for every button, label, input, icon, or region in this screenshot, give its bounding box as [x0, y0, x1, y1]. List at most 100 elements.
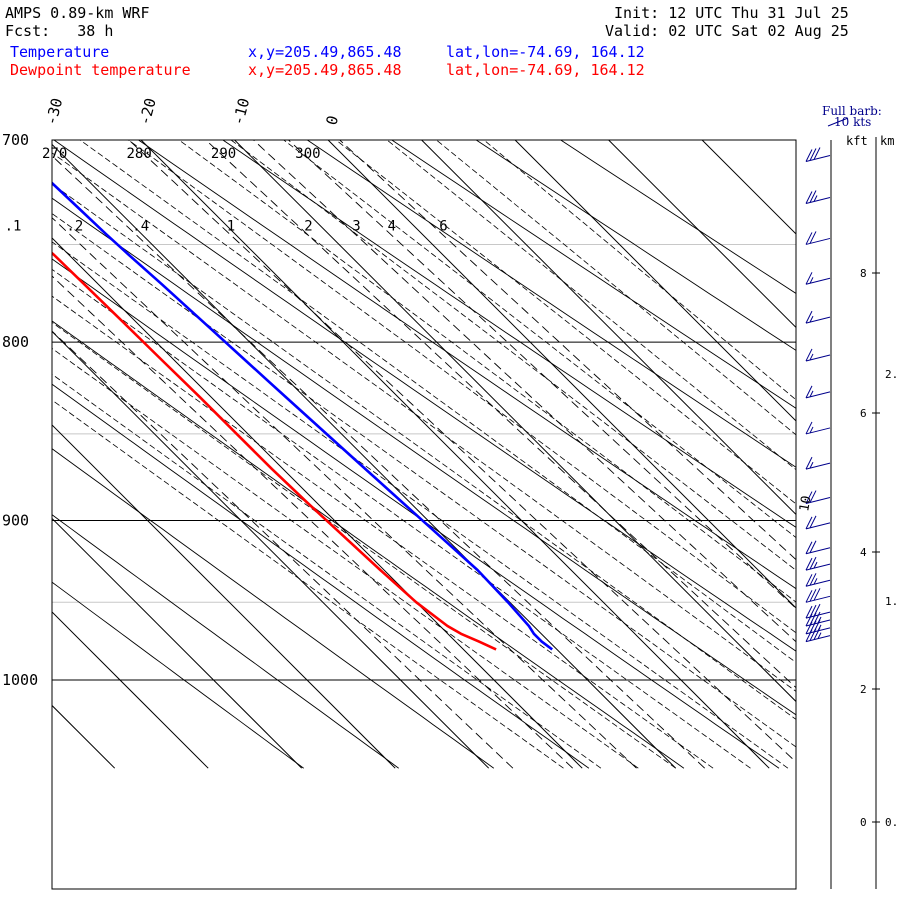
mixing-ratio-label-8: 6 [439, 218, 447, 234]
wind-barb-10 [805, 456, 831, 470]
dry-adiabat-250 [52, 258, 780, 769]
dry-adiabat-260 [52, 197, 796, 716]
mixing-ratio-line-6 [252, 140, 796, 643]
wind-barb-4 [805, 588, 831, 603]
isobar-label-800: 800 [2, 333, 29, 351]
legend-temperature-label: Temperature [10, 43, 110, 61]
wind-barb-7 [805, 540, 831, 555]
moist-adiabat [52, 213, 796, 748]
dry-adiabat-230 [52, 383, 590, 769]
theta-label-8: 300 [295, 146, 320, 162]
isobar-label-700: 700 [2, 131, 29, 149]
mixing-ratio-line-0 [52, 330, 514, 769]
isotherm--50 [52, 330, 490, 769]
kft-units-label: kft [846, 134, 868, 148]
mixing-ratio-line-1 [52, 275, 574, 769]
km-label-1: 1. [885, 595, 898, 608]
fcst-value: 38 h [77, 22, 114, 40]
legend-temperature-xy: x,y=205.49,865.48 [248, 43, 402, 61]
moist-adiabat [435, 140, 796, 436]
isotherm--60 [52, 424, 396, 769]
mixing-ratio-line-7 [287, 140, 796, 609]
valid-label: Valid: [605, 22, 660, 40]
wind-barb-16 [805, 231, 831, 245]
theta-label-7: 290 [211, 146, 236, 162]
moist-adiabat [52, 295, 714, 769]
kft-label-3: 6 [860, 407, 867, 420]
legend-dewpoint-xy: x,y=205.49,865.48 [248, 61, 402, 79]
mixing-ratio-line-5 [205, 140, 796, 689]
init-label: Init: [614, 4, 660, 22]
moist-adiabat [178, 140, 796, 603]
wind-barb-18 [805, 147, 831, 162]
dry-adiabat-330 [559, 140, 796, 294]
barb-legend-line1: Full barb: [822, 104, 882, 118]
plot-frame [51, 139, 797, 890]
wind-barb-6 [805, 556, 831, 571]
isotherm-20 [514, 140, 796, 422]
isotherm-40 [701, 140, 796, 235]
mixing-ratio-line-2 [52, 217, 637, 769]
moist-adiabat [52, 321, 676, 769]
isotherm-label-7: 0 [322, 114, 342, 127]
barb-legend-line2: 10 kts [834, 115, 871, 129]
kft-label-1: 2 [860, 683, 867, 696]
moist-adiabat [52, 373, 602, 769]
moist-adiabat [127, 140, 796, 634]
moist-adiabat [52, 399, 564, 769]
mixing-ratio-line-4 [128, 140, 796, 763]
forecast-hour: Fcst: 38 h [5, 22, 113, 40]
isotherm-10 [420, 140, 796, 516]
isotherm-50 [794, 140, 796, 142]
moist-adiabat [52, 347, 639, 769]
isotherm--80 [52, 611, 209, 769]
isotherm-label-5: -20 [135, 96, 159, 127]
isobar-label-1000: 1000 [2, 671, 38, 689]
isotherm-label-6: -10 [229, 96, 253, 127]
mixing-ratio-label-4: 1 [227, 218, 235, 234]
wind-speed-label: 10 [797, 495, 814, 513]
dry-adiabat-270 [53, 140, 796, 652]
dry-adiabat-280 [137, 140, 796, 590]
model-title: AMPS 0.89-km WRF [5, 4, 150, 22]
theta-label-5: 270 [42, 146, 67, 162]
wind-barb-17 [805, 190, 831, 205]
isotherm-30 [607, 140, 796, 329]
wind-barb-11 [805, 421, 831, 435]
km-units-label: km [880, 134, 894, 148]
legend-dewpoint-label: Dewpoint temperature [10, 61, 191, 79]
mixing-ratio-label-5: 2 [304, 218, 312, 234]
legend-temperature-latlon: lat,lon=-74.69, 164.12 [446, 43, 645, 61]
kft-label-0: 0 [860, 816, 867, 829]
legend-dewpoint-latlon: lat,lon=-74.69, 164.12 [446, 61, 645, 79]
barb-legend-sample [827, 117, 849, 127]
dry-adiabat-300 [306, 140, 796, 468]
wind-barb-9 [805, 490, 831, 505]
wind-barb-12 [805, 385, 831, 399]
moist-adiabat [483, 140, 796, 401]
mixing-ratio-label-6: 3 [352, 218, 360, 234]
isotherm--30 [52, 143, 677, 769]
valid-value: 02 UTC Sat 02 Aug 25 [668, 22, 849, 40]
theta-label-6: 280 [127, 146, 152, 162]
fcst-label: Fcst: [5, 22, 51, 40]
init-time: Init: 12 UTC Thu 31 Jul 25 [614, 4, 849, 22]
dry-adiabat-320 [475, 140, 796, 351]
moist-adiabat [335, 140, 796, 505]
dry-adiabat-210 [52, 514, 399, 769]
isotherm--70 [52, 517, 303, 769]
mixing-ratio-label-7: 4 [388, 218, 396, 234]
moist-adiabat [52, 152, 796, 692]
kft-label-4: 8 [860, 267, 867, 280]
km-label-2: 2. [885, 368, 898, 381]
valid-time: Valid: 02 UTC Sat 02 Aug 25 [605, 22, 849, 40]
init-value: 12 UTC Thu 31 Jul 25 [668, 4, 849, 22]
wind-barb-13 [805, 348, 831, 362]
isotherm--10 [233, 140, 796, 703]
wind-barb-8 [805, 515, 831, 530]
moist-adiabat [283, 140, 796, 539]
wind-barb-14 [805, 310, 831, 324]
dry-adiabat-220 [52, 448, 495, 769]
moist-adiabat [386, 140, 796, 471]
isotherm-60 [867, 118, 900, 768]
